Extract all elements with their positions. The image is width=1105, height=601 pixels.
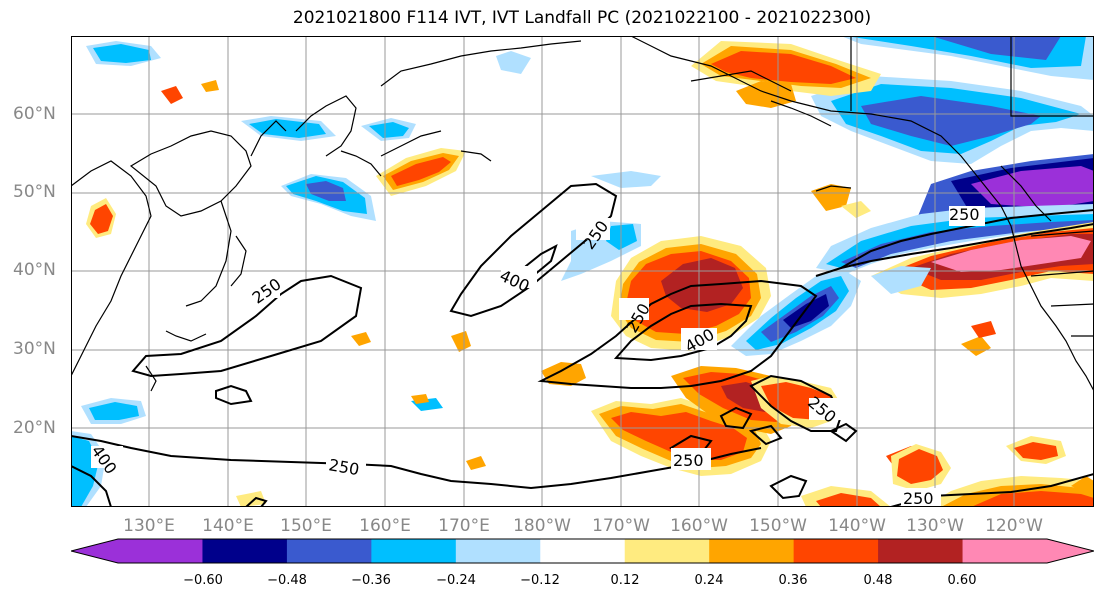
lon-label: 120°W bbox=[985, 516, 1043, 536]
colorbar-tick: 0.12 bbox=[610, 573, 640, 588]
lon-label: 170°E bbox=[438, 516, 490, 536]
graticule bbox=[71, 36, 1094, 507]
colorbar-segment bbox=[371, 539, 457, 563]
fill-gulf-blue bbox=[811, 76, 1094, 164]
colorbar-tick: 0.36 bbox=[778, 573, 808, 588]
colorbar-tick: 0.60 bbox=[947, 573, 977, 588]
contour-label: 250 bbox=[903, 489, 934, 507]
colorbar-extend-max bbox=[1047, 539, 1094, 563]
lon-label: 130°E bbox=[123, 516, 175, 536]
lat-label-60n: 60°N bbox=[13, 104, 56, 124]
lon-label: 140°W bbox=[828, 516, 886, 536]
ivt-contours bbox=[71, 182, 1094, 507]
colorbar-segment bbox=[709, 539, 795, 563]
map-canvas: 250 250 250 400 250 400 250 250 400 250 … bbox=[71, 36, 1094, 507]
map-title: 2021021800 F114 IVT, IVT Landfall PC (20… bbox=[292, 8, 872, 28]
colorbar-segment bbox=[624, 539, 710, 563]
lon-label: 130°W bbox=[906, 516, 964, 536]
colorbar-tick: −0.12 bbox=[520, 573, 560, 588]
colorbar-tick: −0.60 bbox=[183, 573, 223, 588]
colorbar-segment bbox=[878, 539, 964, 563]
colorbar bbox=[71, 538, 1094, 564]
colorbar-segments bbox=[71, 539, 1094, 563]
colorbar-segment bbox=[118, 539, 203, 563]
colorbar-segment bbox=[455, 539, 541, 563]
lon-label: 180°W bbox=[513, 516, 571, 536]
contour-label: 250 bbox=[949, 205, 980, 224]
colorbar-segment bbox=[286, 539, 372, 563]
colorbar-segment bbox=[793, 539, 879, 563]
coastlines bbox=[71, 36, 1094, 392]
fill-bering-red bbox=[691, 41, 881, 108]
lon-label: 160°E bbox=[359, 516, 411, 536]
lat-label-30n: 30°N bbox=[13, 339, 56, 359]
colorbar-tick: −0.36 bbox=[351, 573, 391, 588]
colorbar-extend-min bbox=[71, 539, 118, 563]
lat-label-50n: 50°N bbox=[13, 182, 56, 202]
map-panel: 250 250 250 400 250 400 250 250 400 250 … bbox=[71, 36, 1094, 507]
colorbar-segment bbox=[540, 539, 626, 563]
colorbar-tick: 0.24 bbox=[694, 573, 724, 588]
colorbar-tick: −0.24 bbox=[436, 573, 476, 588]
lon-label: 140°E bbox=[202, 516, 254, 536]
colorbar-tick: −0.48 bbox=[267, 573, 307, 588]
contour-labels: 250 250 250 400 250 400 250 250 400 250 … bbox=[88, 205, 985, 507]
lon-label: 150°W bbox=[749, 516, 807, 536]
fill-tropical-blobs bbox=[541, 362, 1094, 507]
colorbar-tick: 0.48 bbox=[863, 573, 893, 588]
fill-west-coast-plume bbox=[871, 222, 1094, 298]
contour-label: 250 bbox=[673, 451, 704, 470]
colorbar-segment bbox=[962, 539, 1048, 563]
lat-label-20n: 20°N bbox=[13, 418, 56, 438]
lat-label-40n: 40°N bbox=[13, 260, 56, 280]
fill-alaska-corner bbox=[841, 36, 1094, 80]
colorbar-segment bbox=[202, 539, 288, 563]
lon-label: 160°W bbox=[670, 516, 728, 536]
lon-label: 150°E bbox=[280, 516, 332, 536]
lon-label: 170°W bbox=[592, 516, 650, 536]
fill-subtropical-blue bbox=[731, 268, 861, 356]
fill-west-red-blobs bbox=[86, 80, 996, 507]
